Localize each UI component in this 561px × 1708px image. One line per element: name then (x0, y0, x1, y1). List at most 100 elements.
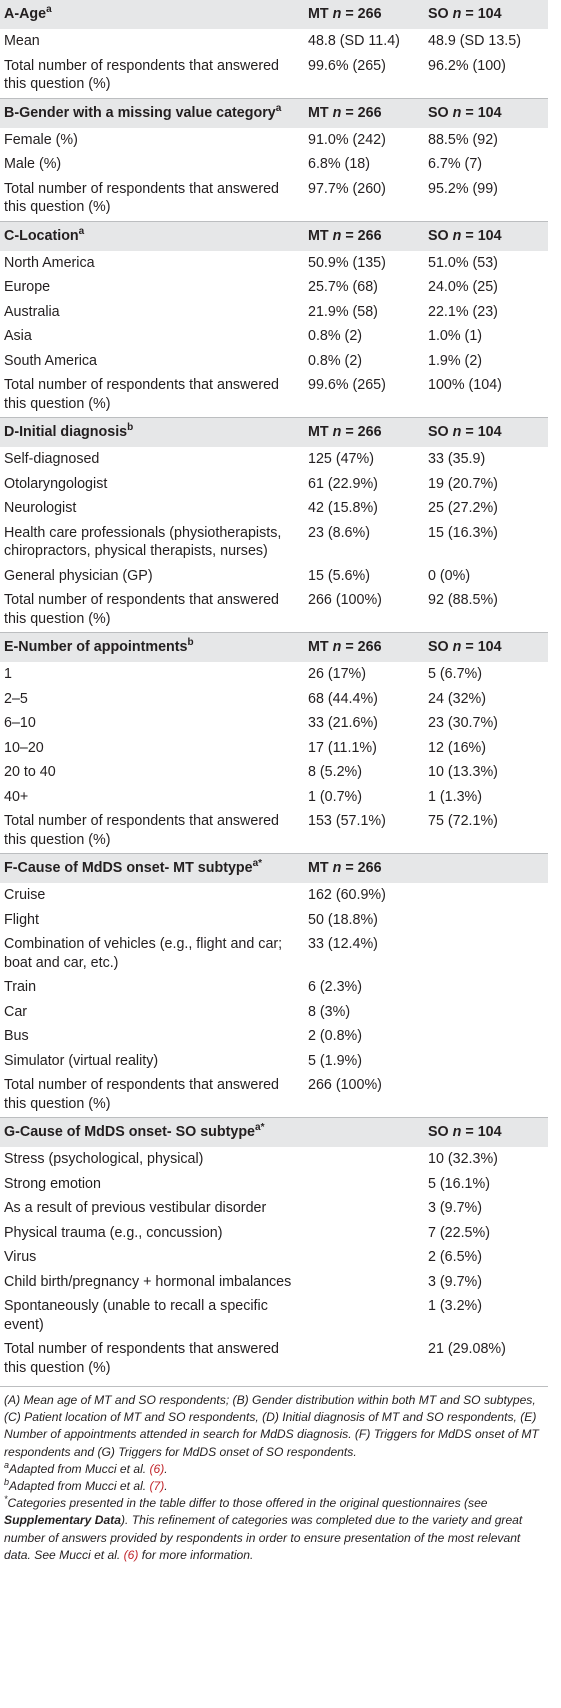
table-row: Combination of vehicles (e.g., flight an… (0, 932, 548, 975)
n-equals: = (461, 227, 478, 244)
footnote-star-ref-link[interactable]: (6) (123, 1547, 139, 1562)
so-value (420, 1073, 548, 1118)
table-row: 2–5 68 (44.4%) 24 (32%) (0, 687, 548, 712)
n-value: 104 (477, 227, 502, 244)
group-label: MT (308, 6, 329, 23)
section-header-row: F-Cause of MdDS onset- MT subtypea* MT n … (0, 853, 548, 883)
mt-value (300, 1245, 420, 1270)
so-value: 1 (3.2%) (428, 1298, 483, 1314)
section-title-cell: C-Locationa (0, 220, 300, 251)
so-value: 51.0% (53) (428, 254, 498, 271)
row-label: Otolaryngologist (4, 475, 108, 492)
so-value (420, 1000, 548, 1025)
mt-value: 21.9% (58) (308, 303, 378, 320)
so-value: 92 (88.5%) (428, 592, 498, 608)
footnote-b-mark: b (4, 1476, 10, 1487)
so-value: 48.9 (SD 13.5) (428, 33, 521, 49)
mt-value: 50.9% (135) (308, 254, 386, 271)
table-row: Train 6 (2.3%) (0, 975, 548, 1000)
table-row: 40+ 1 (0.7%) 1 (1.3%) (0, 785, 548, 810)
row-label: Strong emotion (4, 1175, 101, 1192)
mt-value: 17 (11.1%) (308, 739, 377, 756)
group-label: SO (428, 104, 449, 121)
n-equals: = (461, 424, 478, 441)
row-label: Car (4, 1003, 28, 1020)
mt-value: 1 (0.7%) (308, 788, 363, 805)
so-value (420, 1024, 548, 1049)
so-value: 5 (6.7%) (428, 666, 483, 682)
row-label: 2–5 (4, 690, 28, 707)
section-title-superscript: a (78, 225, 85, 237)
mt-value: 25.7% (68) (308, 279, 378, 295)
table-row: Simulator (virtual reality) 5 (1.9%) (0, 1049, 548, 1074)
table-row: 10–20 17 (11.1%) 12 (16%) (0, 736, 548, 761)
row-label: Flight (4, 911, 39, 928)
row-label: Train (4, 979, 37, 995)
section-title-cell: D-Initial diagnosisb (0, 417, 300, 447)
table-row: Spontaneously (unable to recall a specif… (0, 1294, 548, 1337)
so-value: 6.7% (7) (428, 156, 483, 172)
mt-value (300, 1294, 420, 1337)
n-equals: = (461, 104, 478, 121)
section-header-row: G-Cause of MdDS onset- SO subtypea* SO n … (0, 1117, 548, 1147)
n-value: 104 (477, 639, 502, 656)
section-header-row: C-Locationa MT n = 266 SO n = 104 (0, 220, 548, 251)
mt-value: 99.6% (265) (308, 377, 386, 393)
table-row: Virus 2 (6.5%) (0, 1245, 548, 1270)
so-value: 24.0% (25) (428, 279, 498, 295)
so-value: 2 (6.5%) (428, 1249, 483, 1265)
so-value (420, 975, 548, 1000)
column-header: SO n = 104 (420, 417, 548, 447)
row-label: Total number of respondents that answere… (4, 1077, 279, 1112)
footnote-b-ref-link[interactable]: (7) (149, 1479, 165, 1494)
table-row: Flight 50 (18.8%) (0, 908, 548, 933)
so-value: 33 (35.9) (428, 451, 486, 467)
row-label: Female (%) (4, 131, 78, 148)
row-label: Total number of respondents that answere… (4, 57, 279, 93)
group-label: MT (308, 424, 329, 441)
column-header: MT n = 266 (300, 417, 420, 447)
section-title-superscript: b (127, 422, 134, 434)
so-value: 96.2% (100) (428, 57, 506, 74)
row-label: North America (4, 254, 95, 271)
n-value: 266 (357, 227, 382, 244)
row-label: 40+ (4, 788, 29, 805)
mt-value: 125 (47%) (308, 451, 374, 467)
section-title-cell: F-Cause of MdDS onset- MT subtypea* (0, 853, 300, 883)
so-value: 21 (29.08%) (428, 1341, 506, 1357)
n-symbol: n (332, 424, 342, 441)
row-label: Combination of vehicles (e.g., flight an… (4, 936, 283, 971)
table-row: Stress (psychological, physical) 10 (32.3… (0, 1147, 548, 1172)
section-title: F-Cause of MdDS onset- MT subtype (4, 860, 253, 877)
n-symbol: n (452, 424, 462, 441)
footnote-a: aAdapted from Mucci et al. (6). (4, 1459, 168, 1476)
section-title: G-Cause of MdDS onset- SO subtype (4, 1124, 256, 1141)
footnote-b: bAdapted from Mucci et al. (7). (4, 1476, 168, 1494)
table-row: Total number of respondents that answere… (0, 1073, 548, 1118)
section-title: C-Location (4, 227, 79, 244)
group-label: MT (308, 639, 329, 656)
supplementary-data-link[interactable]: Supplementary Data (4, 1513, 121, 1528)
table-row: 20 to 40 8 (5.2%) 10 (13.3%) (0, 760, 548, 785)
n-value: 104 (477, 424, 502, 441)
n-equals: = (461, 1124, 478, 1141)
n-value: 266 (357, 860, 382, 877)
row-label: 20 to 40 (4, 764, 56, 780)
group-label: SO (428, 6, 449, 23)
group-label: SO (428, 227, 449, 244)
section-header-row: B-Gender with a missing value categorya M… (0, 97, 548, 128)
so-value: 5 (16.1%) (428, 1175, 490, 1192)
n-equals: = (341, 6, 358, 23)
n-value: 104 (477, 104, 502, 121)
n-equals: = (341, 227, 358, 244)
so-value (420, 908, 548, 933)
row-label: Spontaneously (unable to recall a specif… (4, 1298, 268, 1333)
mt-value (300, 1172, 420, 1197)
footnote-a-ref-link[interactable]: (6) (149, 1461, 165, 1476)
mt-value: 26 (17%) (308, 666, 367, 682)
row-label: Bus (4, 1028, 29, 1044)
mt-value: 153 (57.1%) (308, 813, 386, 829)
section-header-row: E-Number of appointmentsb MT n = 266 SO n … (0, 632, 548, 662)
mt-value: 6.8% (18) (308, 156, 370, 172)
mt-value: 0.8% (2) (308, 328, 363, 344)
